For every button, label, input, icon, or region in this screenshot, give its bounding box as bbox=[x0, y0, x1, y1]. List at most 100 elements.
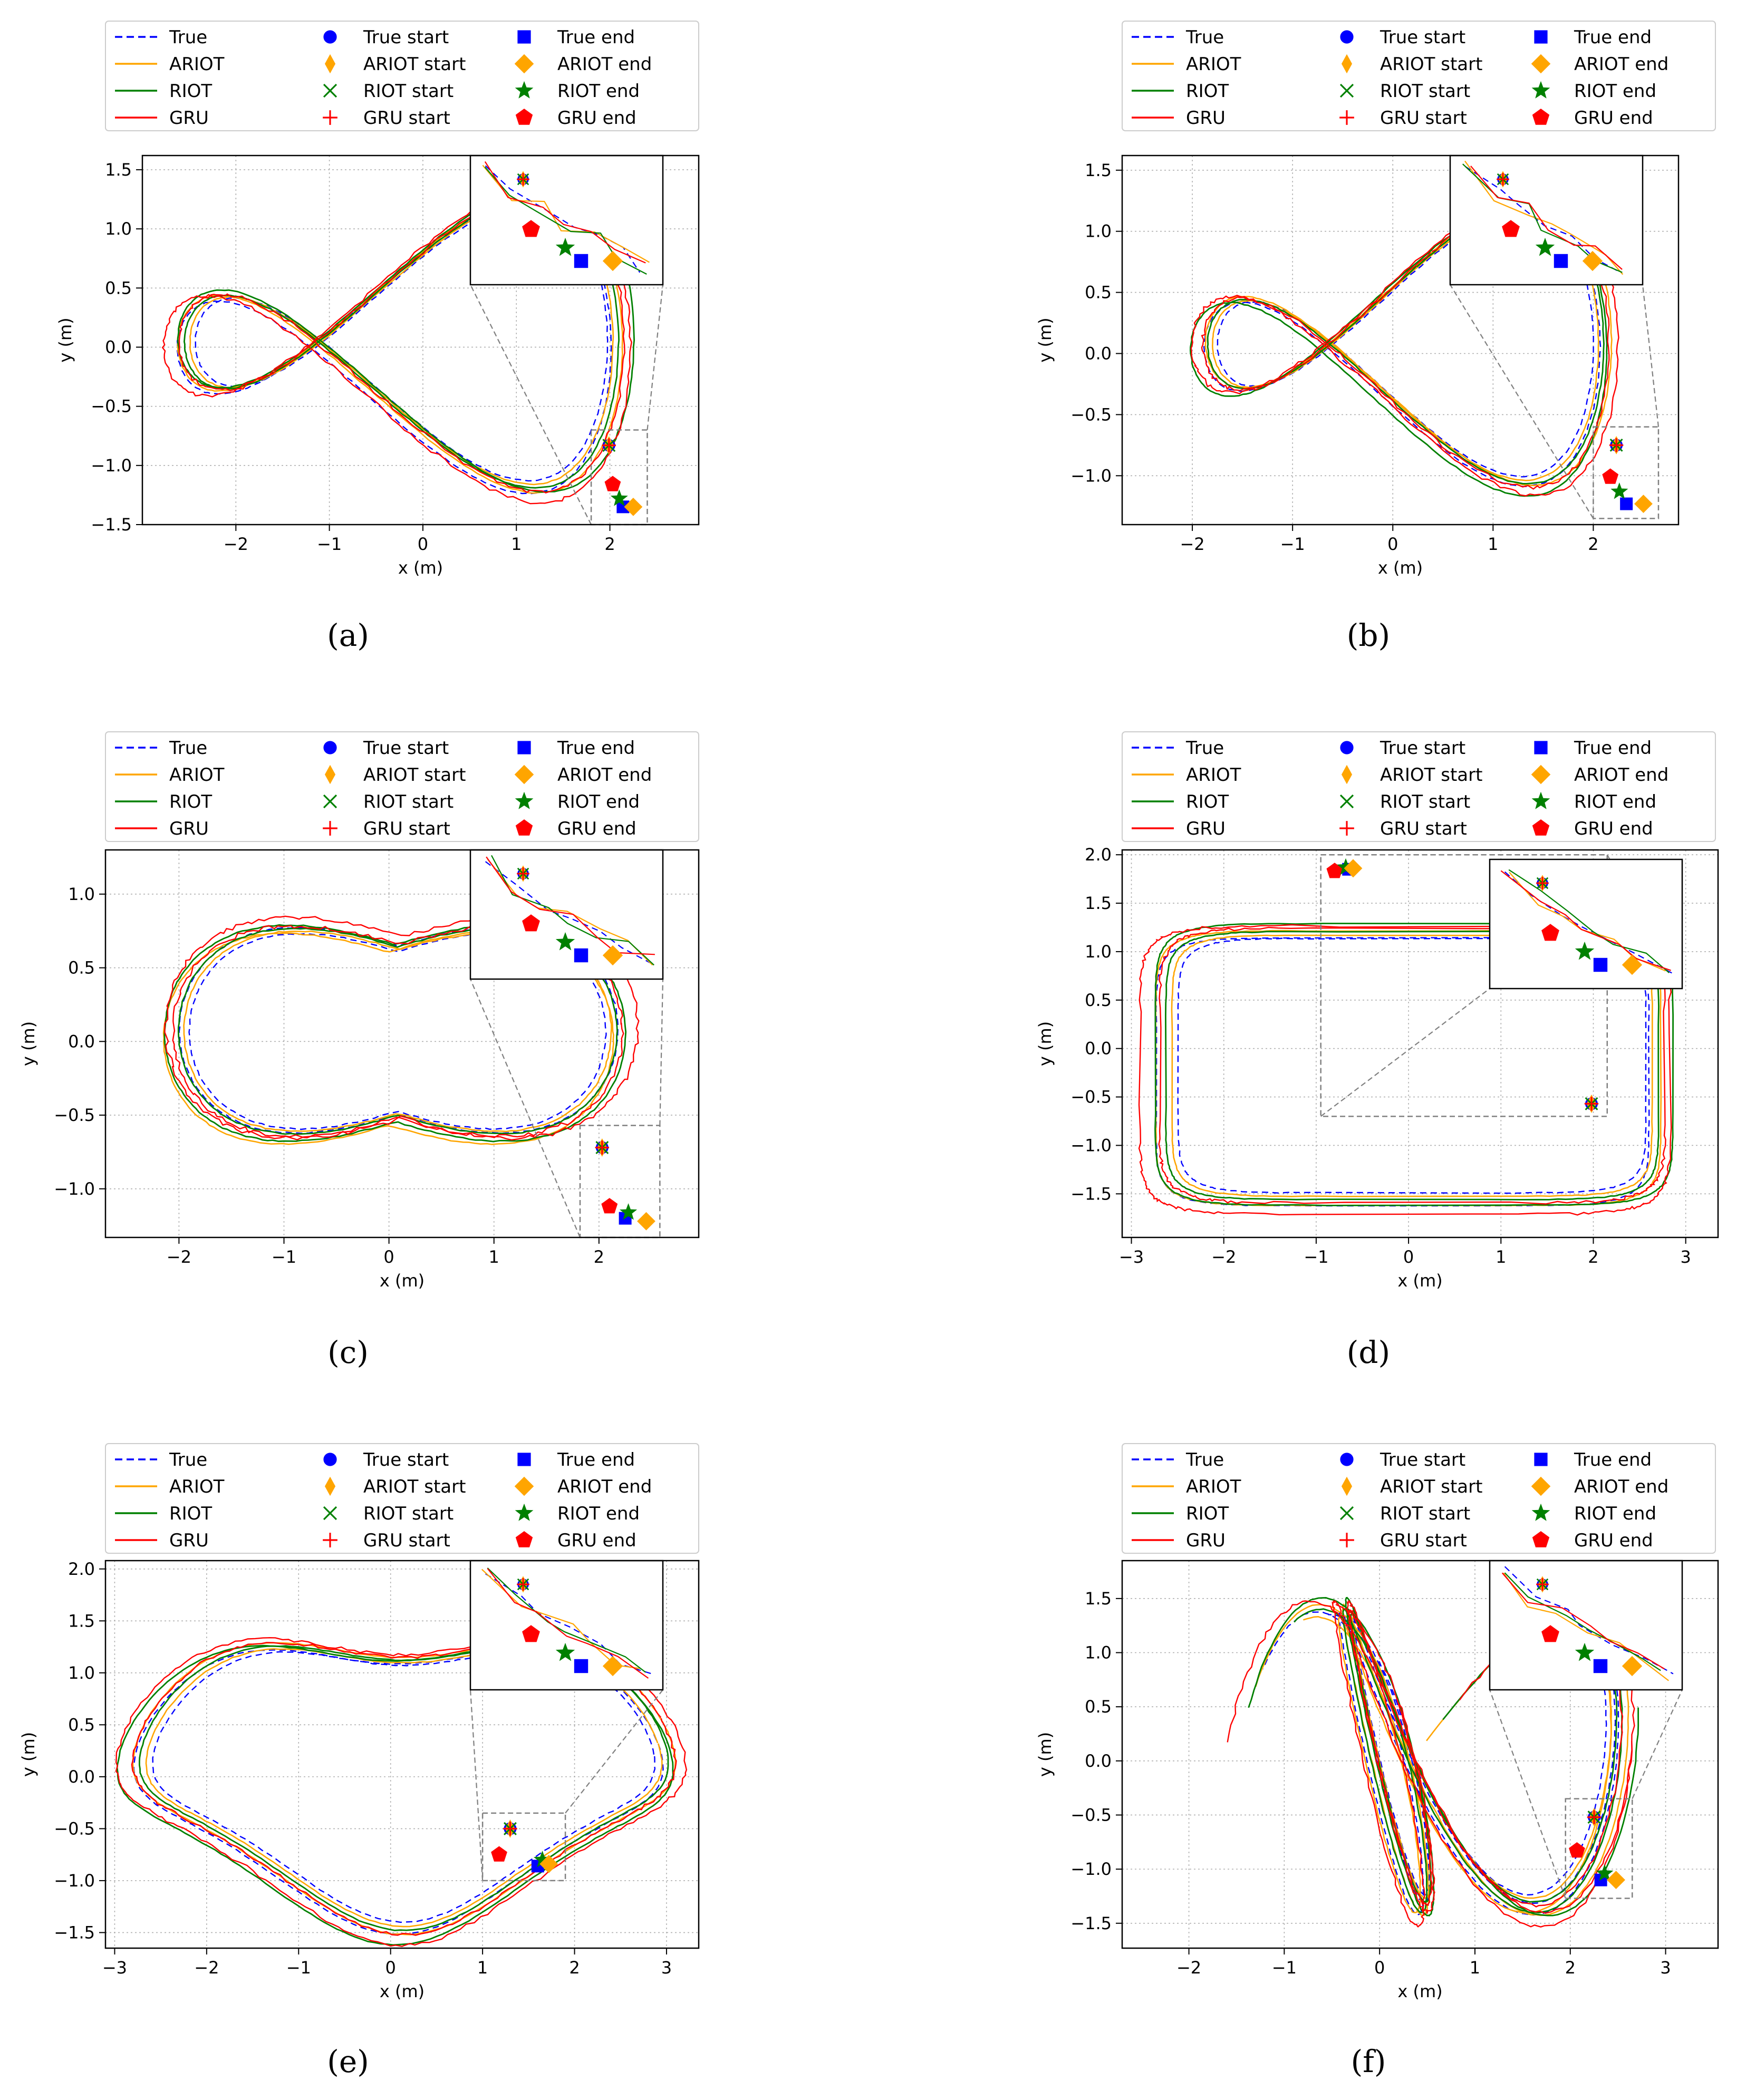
series-line-true bbox=[1155, 936, 1650, 1207]
legend-label-riot: RIOT bbox=[169, 791, 212, 812]
x-axis-label: x (m) bbox=[1397, 1981, 1442, 2001]
y-tick-label: 0.0 bbox=[1085, 343, 1112, 363]
series-line-gru bbox=[1138, 924, 1672, 1216]
y-tick-label: 0.5 bbox=[68, 1715, 95, 1735]
legend-marker-gru-start bbox=[323, 821, 337, 836]
legend-label-ariot-start: ARIOT start bbox=[1380, 54, 1482, 75]
x-tick-label: −2 bbox=[224, 534, 248, 554]
legend-label-ariot: ARIOT bbox=[1186, 1476, 1241, 1497]
x-axis-label: x (m) bbox=[1397, 1271, 1442, 1291]
inset-line-true bbox=[485, 861, 655, 966]
inset-start-gru bbox=[517, 1578, 529, 1591]
legend-label-ariot-end: ARIOT end bbox=[557, 54, 652, 75]
zoom-connector bbox=[1642, 284, 1660, 427]
inset-start-gru bbox=[1536, 877, 1549, 889]
legend-marker-riot-start bbox=[323, 83, 337, 98]
y-tick-label: −0.5 bbox=[1070, 1087, 1112, 1107]
inset-line-gru bbox=[484, 161, 646, 264]
series-line-gru bbox=[164, 915, 640, 1141]
legend-marker-gru-start bbox=[1339, 821, 1354, 836]
series-line-true bbox=[133, 1649, 664, 1935]
y-tick-label: 0.5 bbox=[68, 958, 95, 978]
inset-axes bbox=[469, 154, 664, 286]
legend-marker-true-end bbox=[1534, 1453, 1548, 1466]
x-tick-label: −2 bbox=[1211, 1247, 1236, 1267]
legend-marker-gru-end bbox=[1532, 109, 1550, 125]
inset-end-gru bbox=[522, 1625, 540, 1642]
legend-label-gru: GRU bbox=[1186, 818, 1226, 839]
gru-start-marker bbox=[602, 438, 616, 452]
x-tick-label: −3 bbox=[1119, 1247, 1144, 1267]
gru-end-marker bbox=[1602, 468, 1619, 484]
legend-label-gru: GRU bbox=[1186, 108, 1226, 129]
inset-end-riot bbox=[1575, 1642, 1595, 1661]
series-line-ariot bbox=[183, 930, 612, 1133]
x-tick-label: 1 bbox=[1470, 1958, 1480, 1978]
legend-marker-gru-end bbox=[1532, 819, 1550, 836]
legend-label-true-start: True start bbox=[363, 738, 449, 759]
legend-label-true-end: True end bbox=[557, 738, 635, 759]
legend-marker-riot-end bbox=[515, 1503, 534, 1521]
panel-d: True True start True end ARIOT ARIOT start AR… bbox=[1035, 731, 1719, 1370]
series-line-ariot bbox=[1303, 1615, 1612, 1914]
x-tick-label: −1 bbox=[286, 1958, 311, 1978]
y-tick-label: −1.0 bbox=[1070, 466, 1112, 486]
series-line-gru bbox=[131, 1641, 677, 1936]
inset-line-gru bbox=[1500, 870, 1671, 971]
legend-marker-ariot-start bbox=[324, 1476, 336, 1496]
ariot-end-marker bbox=[539, 1854, 558, 1873]
y-tick-label: −1.0 bbox=[54, 1179, 95, 1199]
inset-line-gru bbox=[1470, 166, 1623, 270]
legend-label-riot-end: RIOT end bbox=[1574, 1503, 1656, 1524]
x-tick-label: 1 bbox=[1488, 534, 1498, 554]
series-line-riot bbox=[116, 1644, 674, 1946]
legend-label-riot: RIOT bbox=[1186, 791, 1229, 812]
inset-line-riot bbox=[491, 855, 654, 966]
legend-marker-riot-end bbox=[515, 81, 534, 99]
x-tick-label: −2 bbox=[1176, 1958, 1201, 1978]
y-tick-label: −1.0 bbox=[91, 456, 132, 476]
inset-end-riot bbox=[1535, 237, 1555, 256]
inset-end-gru bbox=[1541, 1625, 1559, 1642]
inset-line-gru bbox=[487, 1568, 649, 1679]
gru-end-marker bbox=[604, 476, 621, 491]
legend-marker-true-end bbox=[1534, 30, 1548, 44]
ariot-end-marker bbox=[637, 1212, 655, 1231]
series-line-true bbox=[1217, 210, 1594, 478]
y-tick-label: 1.0 bbox=[68, 1663, 95, 1683]
inset-line-ariot bbox=[482, 164, 650, 263]
x-tick-label: −3 bbox=[102, 1958, 127, 1978]
inset-end-true bbox=[574, 948, 589, 963]
gru-start-marker bbox=[1584, 1097, 1599, 1111]
ariot-end-marker bbox=[1607, 1871, 1625, 1890]
legend-marker-ariot-start bbox=[1341, 54, 1353, 74]
legend-marker-riot-start bbox=[1339, 794, 1354, 809]
inset-end-gru bbox=[522, 914, 540, 932]
legend-marker-riot-end bbox=[1531, 791, 1550, 809]
y-tick-label: 1.0 bbox=[1085, 221, 1112, 241]
inset-axes bbox=[1489, 858, 1683, 990]
y-tick-label: 1.0 bbox=[1085, 1643, 1112, 1663]
inset-end-riot bbox=[1575, 941, 1595, 960]
y-tick-label: 1.5 bbox=[105, 160, 132, 180]
legend-label-gru-start: GRU start bbox=[1380, 108, 1467, 129]
legend-label-true-start: True start bbox=[1380, 738, 1465, 759]
legend-label-true-end: True end bbox=[1574, 27, 1652, 48]
legend-marker-ariot-end bbox=[514, 54, 534, 74]
legend-label-ariot-start: ARIOT start bbox=[363, 764, 466, 786]
legend-marker-ariot-end bbox=[1531, 764, 1551, 785]
y-axis-label: y (m) bbox=[18, 1021, 38, 1066]
legend-label-ariot: ARIOT bbox=[169, 54, 225, 75]
zoom-region bbox=[481, 1812, 566, 1882]
legend-label-true-start: True start bbox=[363, 27, 449, 48]
legend-label-riot: RIOT bbox=[1186, 1503, 1229, 1524]
zoom-connector bbox=[1632, 1689, 1683, 1799]
legend-label-true: True bbox=[1185, 27, 1224, 48]
legend-marker-ariot-start bbox=[324, 764, 336, 785]
axes-frame bbox=[1121, 154, 1680, 526]
legend-marker-ariot-end bbox=[514, 1476, 534, 1496]
gru-end-marker bbox=[491, 1846, 507, 1862]
legend-label-ariot-start: ARIOT start bbox=[1380, 1476, 1482, 1497]
legend-label-true-start: True start bbox=[363, 1449, 449, 1470]
inset-axes bbox=[1489, 1560, 1683, 1691]
